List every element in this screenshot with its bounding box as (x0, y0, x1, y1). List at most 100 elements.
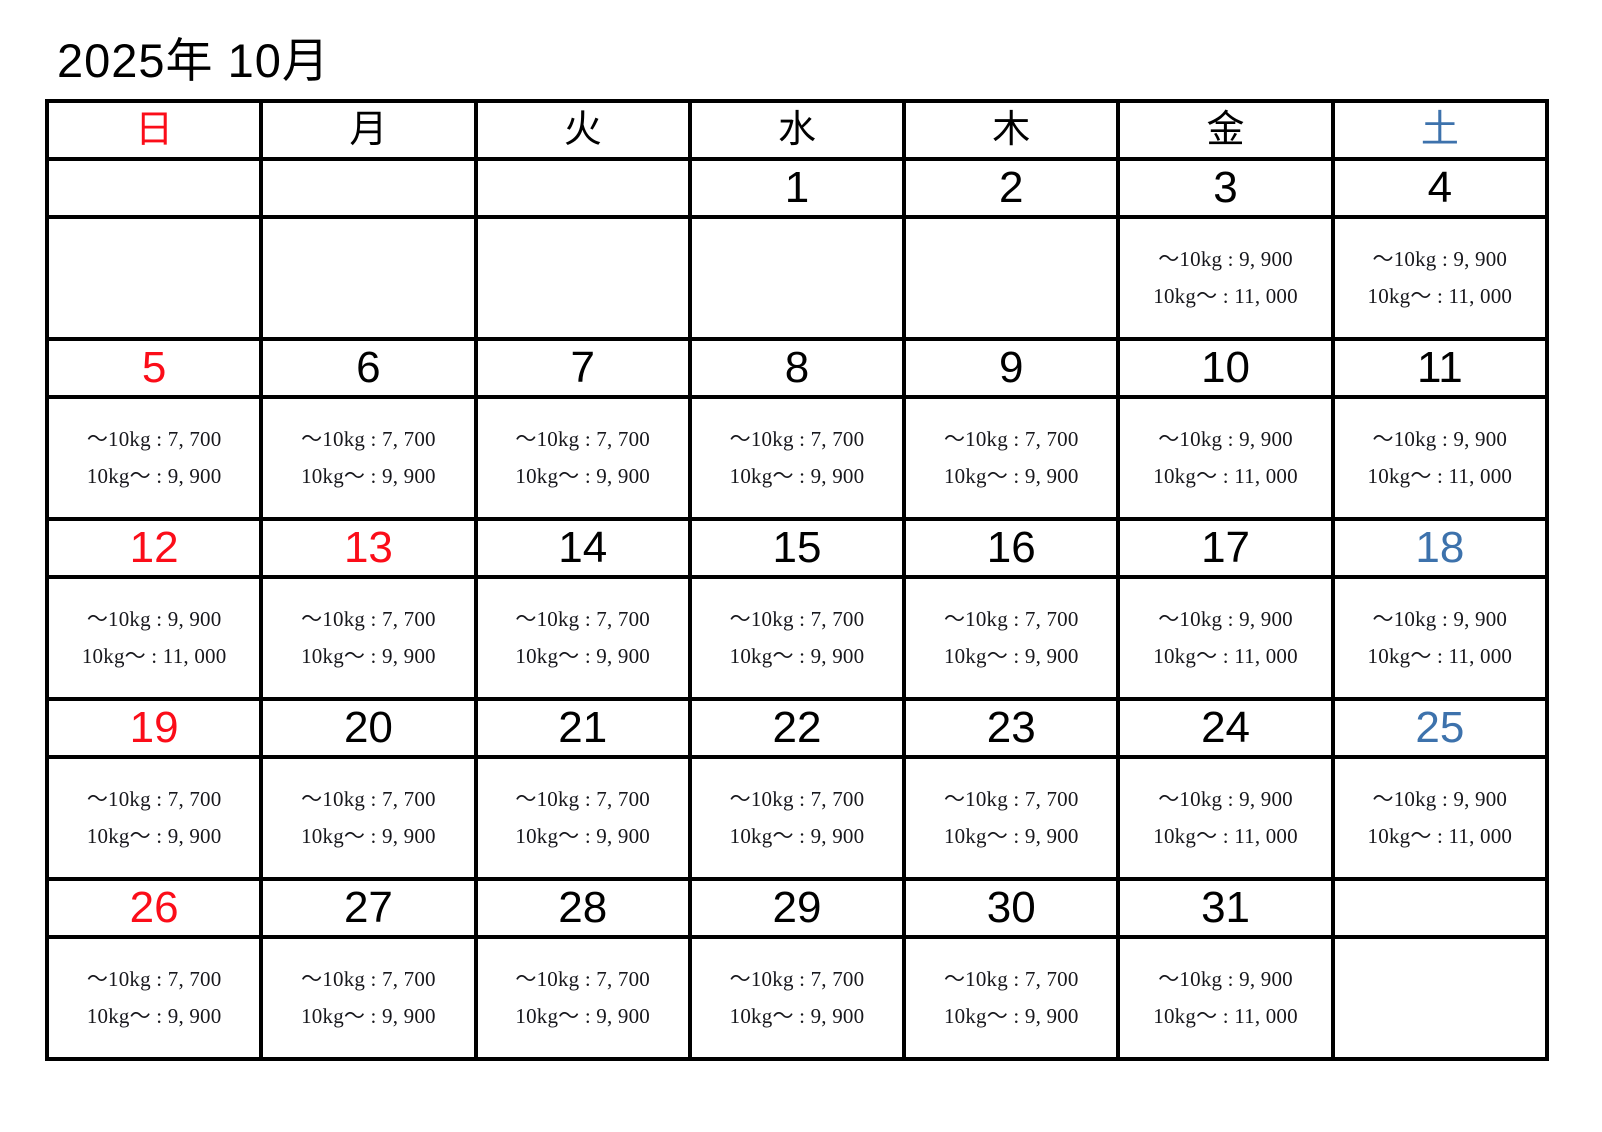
date-cell-16[interactable]: 16 (902, 517, 1121, 579)
week-price-row: 〜10kg : 7, 700 10kg〜 : 9, 900 〜10kg : 7, 7… (44, 935, 1549, 1061)
price-under-10kg: 〜10kg : 9, 900 (1372, 427, 1508, 452)
date-cell-9[interactable]: 9 (902, 337, 1121, 399)
price-under-10kg: 〜10kg : 7, 700 (943, 787, 1079, 812)
date-cell-28[interactable]: 28 (473, 877, 692, 939)
date-cell-14[interactable]: 14 (473, 517, 692, 579)
price-under-10kg: 〜10kg : 7, 700 (729, 967, 865, 992)
price-under-10kg: 〜10kg : 9, 900 (1158, 787, 1293, 812)
weekday-header-6: 土 (1330, 99, 1549, 161)
price-cell-21: 〜10kg : 7, 700 10kg〜 : 9, 900 (473, 755, 692, 881)
price-under-10kg: 〜10kg : 7, 700 (86, 967, 222, 992)
date-cell-22[interactable]: 22 (687, 697, 907, 759)
price-over-10kg: 10kg〜 : 11, 000 (1367, 644, 1513, 668)
price-under-10kg: 〜10kg : 7, 700 (86, 787, 222, 812)
date-cell-3[interactable]: 3 (1116, 157, 1335, 219)
price-under-10kg: 〜10kg : 7, 700 (301, 967, 436, 992)
date-cell-11[interactable]: 11 (1330, 337, 1549, 399)
price-over-10kg: 10kg〜 : 9, 900 (729, 464, 865, 488)
price-cell-7: 〜10kg : 7, 700 10kg〜 : 9, 900 (473, 395, 692, 521)
price-over-10kg: 10kg〜 : 11, 000 (1153, 644, 1298, 668)
price-over-10kg: 10kg〜 : 9, 900 (729, 1004, 865, 1028)
price-over-10kg: 10kg〜 : 9, 900 (943, 464, 1079, 488)
date-cell-31[interactable]: 31 (1116, 877, 1335, 939)
date-cell-1[interactable]: 1 (687, 157, 907, 219)
price-cell-10: 〜10kg : 9, 900 10kg〜 : 11, 000 (1116, 395, 1335, 521)
date-cell-24[interactable]: 24 (1116, 697, 1335, 759)
date-cell-6[interactable]: 6 (259, 337, 478, 399)
price-cell-26: 〜10kg : 7, 700 10kg〜 : 9, 900 (44, 935, 264, 1061)
price-over-10kg: 10kg〜 : 11, 000 (1367, 824, 1513, 848)
price-under-10kg: 〜10kg : 7, 700 (729, 787, 865, 812)
week-date-row: 12 13 14 15 16 17 18 (44, 517, 1549, 579)
date-cell-7[interactable]: 7 (473, 337, 692, 399)
price-over-10kg: 10kg〜 : 9, 900 (515, 464, 651, 488)
price-under-10kg: 〜10kg : 7, 700 (515, 427, 651, 452)
date-cell-17[interactable]: 17 (1116, 517, 1335, 579)
date-cell-30[interactable]: 30 (902, 877, 1121, 939)
price-under-10kg: 〜10kg : 9, 900 (86, 607, 222, 632)
price-under-10kg: 〜10kg : 9, 900 (1158, 247, 1293, 272)
price-cell-11: 〜10kg : 9, 900 10kg〜 : 11, 000 (1330, 395, 1549, 521)
price-under-10kg: 〜10kg : 7, 700 (301, 607, 436, 632)
date-cell-20[interactable]: 20 (259, 697, 478, 759)
week-date-row: 19 20 21 22 23 24 25 (44, 697, 1549, 759)
price-over-10kg: 10kg〜 : 9, 900 (86, 1004, 222, 1028)
date-cell-13[interactable]: 13 (259, 517, 478, 579)
price-over-10kg: 10kg〜 : 11, 000 (1153, 824, 1298, 848)
date-cell-27[interactable]: 27 (259, 877, 478, 939)
price-cell-5: 〜10kg : 7, 700 10kg〜 : 9, 900 (44, 395, 264, 521)
price-under-10kg: 〜10kg : 7, 700 (943, 427, 1079, 452)
calendar-body: 1 2 3 4 〜10kg : 9, 900 10kg〜 : 11, 000 〜10kg :… (44, 157, 1549, 1061)
date-cell-26[interactable]: 26 (44, 877, 264, 939)
date-cell-12[interactable]: 12 (44, 517, 264, 579)
price-over-10kg: 10kg〜 : 9, 900 (301, 464, 436, 488)
price-under-10kg: 〜10kg : 9, 900 (1372, 607, 1508, 632)
price-over-10kg: 10kg〜 : 9, 900 (729, 644, 865, 668)
price-over-10kg: 10kg〜 : 9, 900 (515, 1004, 651, 1028)
calendar-table: 日月火水木金土 1 2 3 4 〜10kg : 9, 900 10kg〜 : 11, 00… (44, 99, 1549, 1061)
week-date-row: 5 6 7 8 9 10 11 (44, 337, 1549, 399)
price-cell-31: 〜10kg : 9, 900 10kg〜 : 11, 000 (1116, 935, 1335, 1061)
date-cell-2[interactable]: 2 (902, 157, 1121, 219)
date-cell-29[interactable]: 29 (687, 877, 907, 939)
date-cell-5[interactable]: 5 (44, 337, 264, 399)
week-price-row: 〜10kg : 9, 900 10kg〜 : 11, 000 〜10kg : 9, … (44, 215, 1549, 341)
price-cell-4: 〜10kg : 9, 900 10kg〜 : 11, 000 (1330, 215, 1549, 341)
week-price-row: 〜10kg : 7, 700 10kg〜 : 9, 900 〜10kg : 7, 7… (44, 395, 1549, 521)
price-cell-23: 〜10kg : 7, 700 10kg〜 : 9, 900 (902, 755, 1121, 881)
price-cell-empty (259, 215, 478, 341)
price-over-10kg: 10kg〜 : 11, 000 (1153, 1004, 1298, 1028)
price-over-10kg: 10kg〜 : 9, 900 (943, 1004, 1079, 1028)
price-over-10kg: 10kg〜 : 11, 000 (1153, 284, 1298, 308)
price-cell-6: 〜10kg : 7, 700 10kg〜 : 9, 900 (259, 395, 478, 521)
week-date-row: 26 27 28 29 30 31 (44, 877, 1549, 939)
date-cell-18[interactable]: 18 (1330, 517, 1549, 579)
price-cell-12: 〜10kg : 9, 900 10kg〜 : 11, 000 (44, 575, 264, 701)
date-cell-15[interactable]: 15 (687, 517, 907, 579)
week-price-row: 〜10kg : 7, 700 10kg〜 : 9, 900 〜10kg : 7, 7… (44, 755, 1549, 881)
date-cell-19[interactable]: 19 (44, 697, 264, 759)
price-under-10kg: 〜10kg : 7, 700 (515, 967, 651, 992)
date-cell-23[interactable]: 23 (902, 697, 1121, 759)
price-under-10kg: 〜10kg : 9, 900 (1372, 787, 1508, 812)
date-cell-4[interactable]: 4 (1330, 157, 1549, 219)
date-cell-empty (44, 157, 264, 219)
price-under-10kg: 〜10kg : 7, 700 (515, 787, 651, 812)
price-cell-empty (1330, 935, 1549, 1061)
price-under-10kg: 〜10kg : 7, 700 (515, 607, 651, 632)
price-over-10kg: 10kg〜 : 9, 900 (301, 1004, 436, 1028)
date-cell-21[interactable]: 21 (473, 697, 692, 759)
price-cell-25: 〜10kg : 9, 900 10kg〜 : 11, 000 (1330, 755, 1549, 881)
price-cell-empty (473, 215, 692, 341)
date-cell-25[interactable]: 25 (1330, 697, 1549, 759)
date-cell-10[interactable]: 10 (1116, 337, 1335, 399)
weekday-header-row: 日月火水木金土 (44, 99, 1549, 161)
price-under-10kg: 〜10kg : 7, 700 (943, 607, 1079, 632)
price-over-10kg: 10kg〜 : 9, 900 (301, 824, 436, 848)
weekday-header-5: 金 (1116, 99, 1335, 161)
price-over-10kg: 10kg〜 : 9, 900 (515, 824, 651, 848)
price-cell-30: 〜10kg : 7, 700 10kg〜 : 9, 900 (902, 935, 1121, 1061)
price-cell-8: 〜10kg : 7, 700 10kg〜 : 9, 900 (687, 395, 907, 521)
date-cell-8[interactable]: 8 (687, 337, 907, 399)
